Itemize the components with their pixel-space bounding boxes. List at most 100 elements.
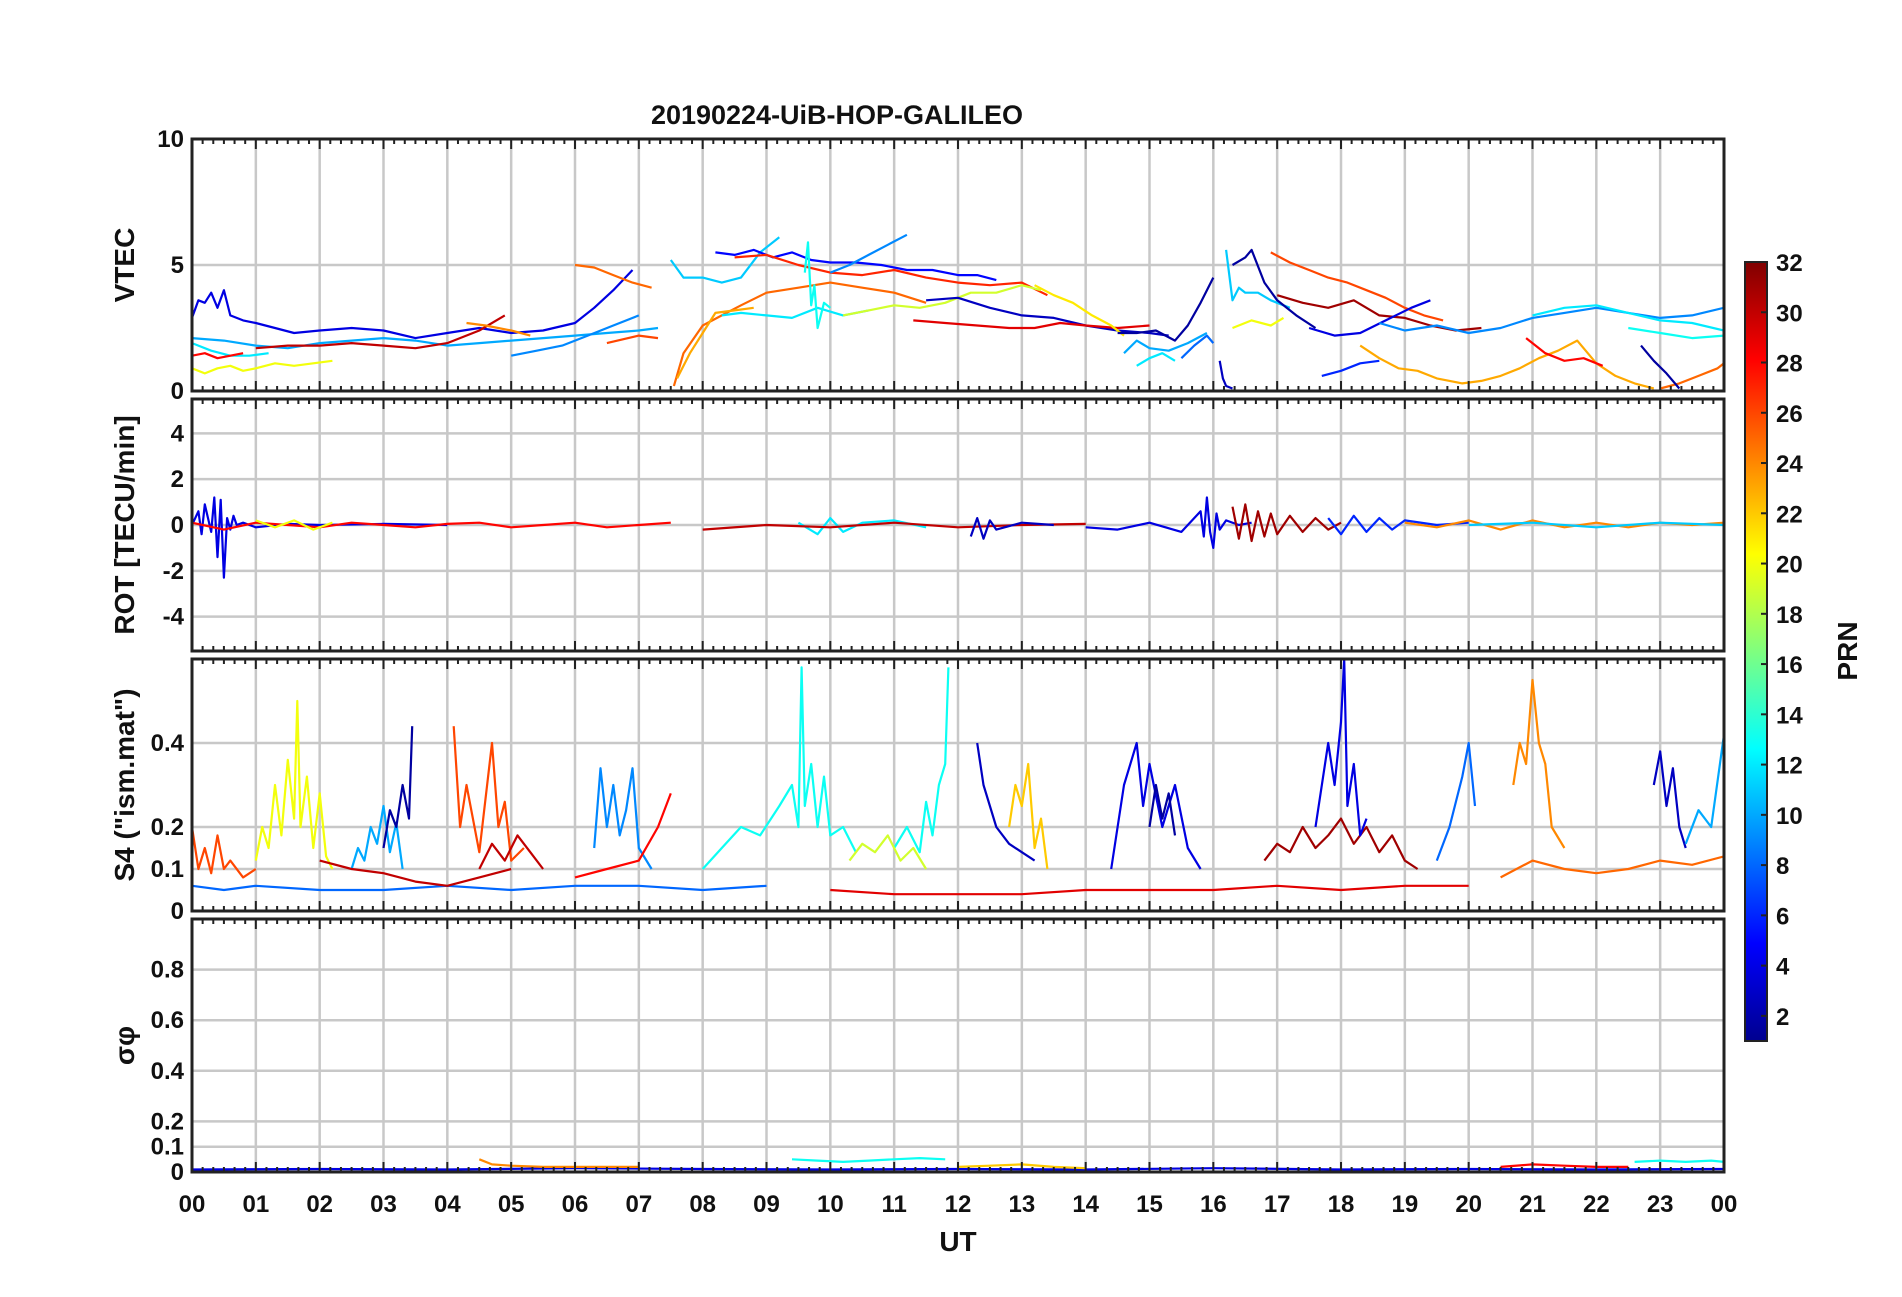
series-line xyxy=(593,767,653,870)
x-tick-label: 04 xyxy=(434,1191,461,1218)
series-line xyxy=(1327,514,1469,536)
x-tick-label: 12 xyxy=(945,1191,972,1218)
series-line xyxy=(466,321,531,337)
series-line xyxy=(1525,337,1604,367)
series-line xyxy=(701,666,857,870)
x-tick-label: 13 xyxy=(1008,1191,1035,1218)
colorbar-tick-label: 24 xyxy=(1776,451,1803,478)
series-line xyxy=(254,699,334,870)
y-tick-label: 0 xyxy=(171,512,184,539)
series-line xyxy=(803,241,831,330)
series-line xyxy=(1500,855,1724,879)
series-line xyxy=(1276,294,1482,332)
series-line xyxy=(734,253,1048,297)
series-line xyxy=(893,667,950,854)
series-line xyxy=(791,1156,946,1164)
colorbar-tick-label: 28 xyxy=(1776,351,1803,378)
panel-rot: -4 -2 0 2 4 ROT [TECU/min] xyxy=(109,397,1726,653)
x-tick-label: 22 xyxy=(1583,1191,1610,1218)
y-tick-label: -2 xyxy=(163,558,184,585)
series-line xyxy=(976,742,1036,862)
series-line xyxy=(478,1158,639,1169)
y-tick-label: 0.8 xyxy=(151,957,184,984)
series-line xyxy=(969,516,1054,540)
series-line xyxy=(192,359,333,375)
x-tick-label: 23 xyxy=(1647,1191,1674,1218)
y-tick-label: 0.1 xyxy=(151,1134,184,1161)
series-line xyxy=(1123,332,1208,354)
series-line xyxy=(1231,248,1317,329)
series-line xyxy=(842,284,1042,317)
series-line xyxy=(319,859,512,887)
y-tick-label: 0 xyxy=(171,1159,184,1186)
series-line xyxy=(192,326,659,350)
axes-frame xyxy=(190,657,1726,913)
y-tick-label: 5 xyxy=(171,252,184,279)
series-line xyxy=(255,314,506,350)
series-line xyxy=(606,334,659,345)
series-line xyxy=(715,248,997,282)
colorbar-gradient xyxy=(1744,261,1768,1042)
x-tick-label: 14 xyxy=(1072,1191,1099,1218)
series-line xyxy=(1359,339,1655,390)
series-line xyxy=(1640,344,1681,390)
series-line xyxy=(1218,360,1233,390)
x-tick-label: 03 xyxy=(370,1191,397,1218)
y-tick-label: 0.6 xyxy=(151,1007,184,1034)
y-tick-label: -4 xyxy=(163,604,185,631)
series-line xyxy=(1321,359,1380,377)
x-tick-label: 00 xyxy=(1711,1191,1738,1218)
x-tick-label: 09 xyxy=(753,1191,780,1218)
series-line xyxy=(1270,251,1444,322)
series-line xyxy=(1225,249,1291,309)
x-tick-label: 01 xyxy=(242,1191,269,1218)
series-line xyxy=(1435,741,1477,861)
x-tick-label: 00 xyxy=(179,1191,206,1218)
x-tick-label: 10 xyxy=(817,1191,844,1218)
series-line xyxy=(1136,352,1176,367)
series-line xyxy=(1148,783,1177,836)
series-line xyxy=(1468,521,1724,529)
series-line xyxy=(1110,741,1202,870)
x-tick-label: 07 xyxy=(625,1191,652,1218)
series-line xyxy=(478,834,544,870)
colorbar-tick-label: 12 xyxy=(1776,753,1803,780)
series-line xyxy=(1512,678,1566,849)
series-line xyxy=(510,314,640,357)
colorbar-label: PRN xyxy=(1832,621,1863,680)
series-line xyxy=(1308,299,1431,337)
series-line xyxy=(913,319,1150,330)
series-line xyxy=(672,281,927,387)
colorbar-tick-label: 6 xyxy=(1776,903,1789,930)
series-line xyxy=(382,726,414,849)
panel-sigma_phi: 00.10.2 0.4 0.6 0.8 σφ xyxy=(109,917,1726,1186)
series-line xyxy=(926,296,1169,337)
y-axis-label: ROT [TECU/min] xyxy=(109,415,140,634)
series-line xyxy=(848,834,928,870)
colorbar-tick-label: 32 xyxy=(1776,250,1803,277)
chart-title: 20190224-UiB-HOP-GALILEO xyxy=(651,100,1023,130)
series-line xyxy=(1378,306,1724,335)
series-line xyxy=(192,352,244,360)
colorbar-tick-label: 16 xyxy=(1776,652,1803,679)
series-line xyxy=(676,306,754,379)
x-tick-label: 19 xyxy=(1391,1191,1418,1218)
y-tick-label: 0.4 xyxy=(151,730,185,757)
x-tick-labels: 00 01 02 03 04 05 06 07 08 09 10 11 12 13 14 15 16 17 18 19… xyxy=(179,1191,1738,1218)
series-line xyxy=(452,726,525,862)
series-line xyxy=(1263,817,1419,870)
series-line xyxy=(1532,304,1724,332)
panel-s4: 0 0.1 0.2 0.4 S4 ("ism.mat") xyxy=(109,657,1726,925)
x-tick-label: 06 xyxy=(562,1191,589,1218)
colorbar-tick-label: 20 xyxy=(1776,552,1803,579)
series-line xyxy=(1652,750,1687,849)
series-line xyxy=(192,269,634,340)
series-line xyxy=(829,233,908,274)
colorbar-tick-label: 26 xyxy=(1776,401,1803,428)
traces-vtec xyxy=(192,233,1724,390)
x-tick-label: 02 xyxy=(306,1191,333,1218)
series-line xyxy=(255,519,333,531)
